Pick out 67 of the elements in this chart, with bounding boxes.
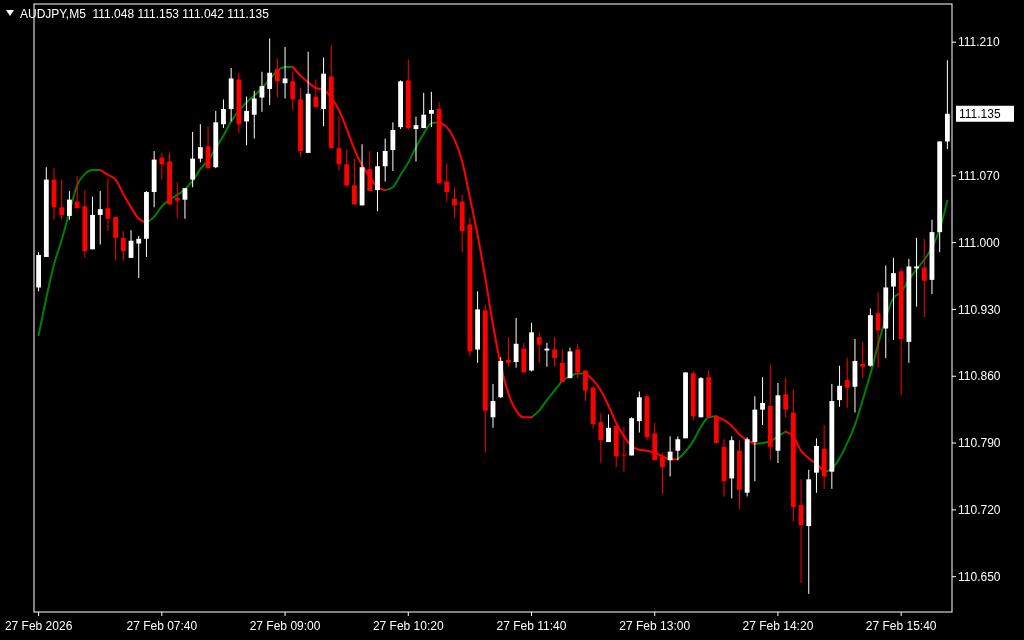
candlestick bbox=[251, 90, 257, 140]
x-tick-label: 27 Feb 09:00 bbox=[249, 619, 321, 633]
candlestick bbox=[375, 151, 380, 212]
candlestick bbox=[244, 96, 249, 146]
candlestick bbox=[844, 357, 850, 409]
candlestick bbox=[120, 230, 126, 262]
candlestick bbox=[67, 190, 72, 221]
candlestick bbox=[428, 91, 434, 128]
candlestick bbox=[367, 150, 373, 192]
candlestick bbox=[536, 331, 542, 364]
candlestick bbox=[113, 216, 119, 261]
candlestick bbox=[598, 412, 604, 464]
candlestick bbox=[891, 257, 896, 341]
chart-title: AUDJPY,M5 111.048 111.153 111.042 111.135 bbox=[20, 7, 270, 21]
x-tick-label: 27 Feb 13:00 bbox=[619, 619, 691, 633]
y-tick-label: 110.860 bbox=[958, 369, 1001, 384]
x-tick-label: 27 Feb 10:20 bbox=[372, 619, 444, 633]
candlestick bbox=[444, 162, 450, 203]
candlestick bbox=[351, 158, 357, 205]
candlestick bbox=[174, 181, 180, 219]
candlestick bbox=[921, 238, 927, 318]
x-tick-label: 27 Feb 2026 bbox=[4, 619, 73, 633]
candlestick bbox=[521, 342, 527, 373]
y-tick-label: 111.210 bbox=[958, 35, 1000, 50]
candlestick bbox=[860, 341, 866, 379]
x-tick-label: 27 Feb 14:20 bbox=[742, 619, 814, 633]
candlestick bbox=[783, 376, 789, 418]
candlestick bbox=[914, 237, 919, 308]
candlestick bbox=[221, 98, 226, 129]
y-tick-label: 110.930 bbox=[958, 302, 1001, 317]
y-tick-label: 110.650 bbox=[958, 569, 1001, 584]
y-tick-label: 111.000 bbox=[958, 235, 1000, 250]
candlestick bbox=[74, 175, 80, 209]
candlestick bbox=[667, 435, 673, 477]
candlestick bbox=[390, 121, 396, 172]
candlestick bbox=[313, 78, 319, 108]
candlestick bbox=[290, 71, 296, 111]
candlestick bbox=[197, 123, 203, 163]
candlestick bbox=[552, 336, 558, 368]
candlestick bbox=[760, 376, 765, 426]
candlestick bbox=[159, 152, 165, 181]
candlestick bbox=[382, 138, 388, 183]
candlestick bbox=[59, 179, 65, 221]
y-tick-label: 111.070 bbox=[958, 169, 1000, 184]
candlestick bbox=[837, 365, 842, 408]
candlestick bbox=[513, 317, 519, 369]
candlestick bbox=[274, 57, 280, 99]
candlestick bbox=[506, 336, 511, 368]
text: 111.135 bbox=[959, 106, 1001, 121]
y-tick-label: 110.790 bbox=[958, 436, 1001, 451]
candlestick bbox=[136, 235, 142, 279]
y-tick-label: 110.720 bbox=[958, 503, 1001, 518]
x-tick-label: 27 Feb 07:40 bbox=[126, 619, 198, 633]
candlestick bbox=[421, 92, 427, 129]
candlestick bbox=[575, 343, 581, 379]
x-tick-label: 27 Feb 11:40 bbox=[496, 619, 567, 633]
candlestick bbox=[452, 186, 457, 219]
candlestick bbox=[675, 435, 681, 461]
candlestick bbox=[559, 349, 565, 383]
candlestick bbox=[190, 131, 196, 188]
candlestick bbox=[267, 37, 273, 106]
candlestick bbox=[583, 370, 588, 402]
candlestick bbox=[606, 413, 611, 443]
candlestick bbox=[344, 149, 350, 188]
candlestick bbox=[97, 190, 103, 246]
x-tick-label: 27 Feb 15:40 bbox=[865, 619, 937, 633]
candlestick bbox=[636, 391, 642, 434]
